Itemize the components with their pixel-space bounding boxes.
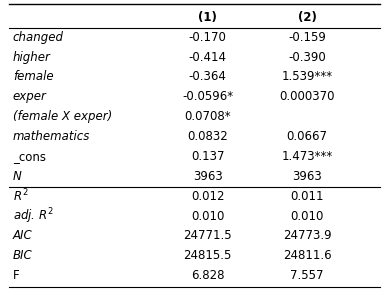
Text: 24811.6: 24811.6 [283, 249, 331, 262]
Text: (1): (1) [198, 11, 217, 24]
Text: mathematics: mathematics [13, 130, 90, 143]
Text: 0.012: 0.012 [191, 190, 224, 203]
Text: (female X exper): (female X exper) [13, 110, 112, 123]
Text: 7.557: 7.557 [290, 269, 324, 282]
Text: 0.0667: 0.0667 [287, 130, 328, 143]
Text: (2): (2) [298, 11, 316, 24]
Text: 1.473***: 1.473*** [281, 150, 333, 163]
Text: higher: higher [13, 51, 51, 63]
Text: F: F [13, 269, 20, 282]
Text: 0.010: 0.010 [191, 210, 224, 223]
Text: changed: changed [13, 31, 64, 44]
Text: 0.011: 0.011 [290, 190, 324, 203]
Text: _cons: _cons [13, 150, 46, 163]
Text: BIC: BIC [13, 249, 33, 262]
Text: female: female [13, 70, 54, 84]
Text: -0.0596*: -0.0596* [182, 90, 233, 103]
Text: 6.828: 6.828 [191, 269, 224, 282]
Text: 0.0708*: 0.0708* [184, 110, 231, 123]
Text: 3963: 3963 [193, 170, 223, 183]
Text: 0.137: 0.137 [191, 150, 224, 163]
Text: 0.010: 0.010 [290, 210, 324, 223]
Text: AIC: AIC [13, 229, 33, 242]
Text: 24815.5: 24815.5 [184, 249, 232, 262]
Text: -0.390: -0.390 [288, 51, 326, 63]
Text: 3963: 3963 [292, 170, 322, 183]
Text: adj. $R^2$: adj. $R^2$ [13, 206, 54, 226]
Text: 1.539***: 1.539*** [281, 70, 333, 84]
Text: $R^2$: $R^2$ [13, 188, 28, 205]
Text: -0.170: -0.170 [189, 31, 227, 44]
Text: 0.000370: 0.000370 [280, 90, 335, 103]
Text: exper: exper [13, 90, 47, 103]
Text: 24773.9: 24773.9 [283, 229, 331, 242]
Text: N: N [13, 170, 22, 183]
Text: -0.364: -0.364 [189, 70, 227, 84]
Text: -0.159: -0.159 [288, 31, 326, 44]
Text: 24771.5: 24771.5 [184, 229, 232, 242]
Text: 0.0832: 0.0832 [187, 130, 228, 143]
Text: -0.414: -0.414 [189, 51, 227, 63]
